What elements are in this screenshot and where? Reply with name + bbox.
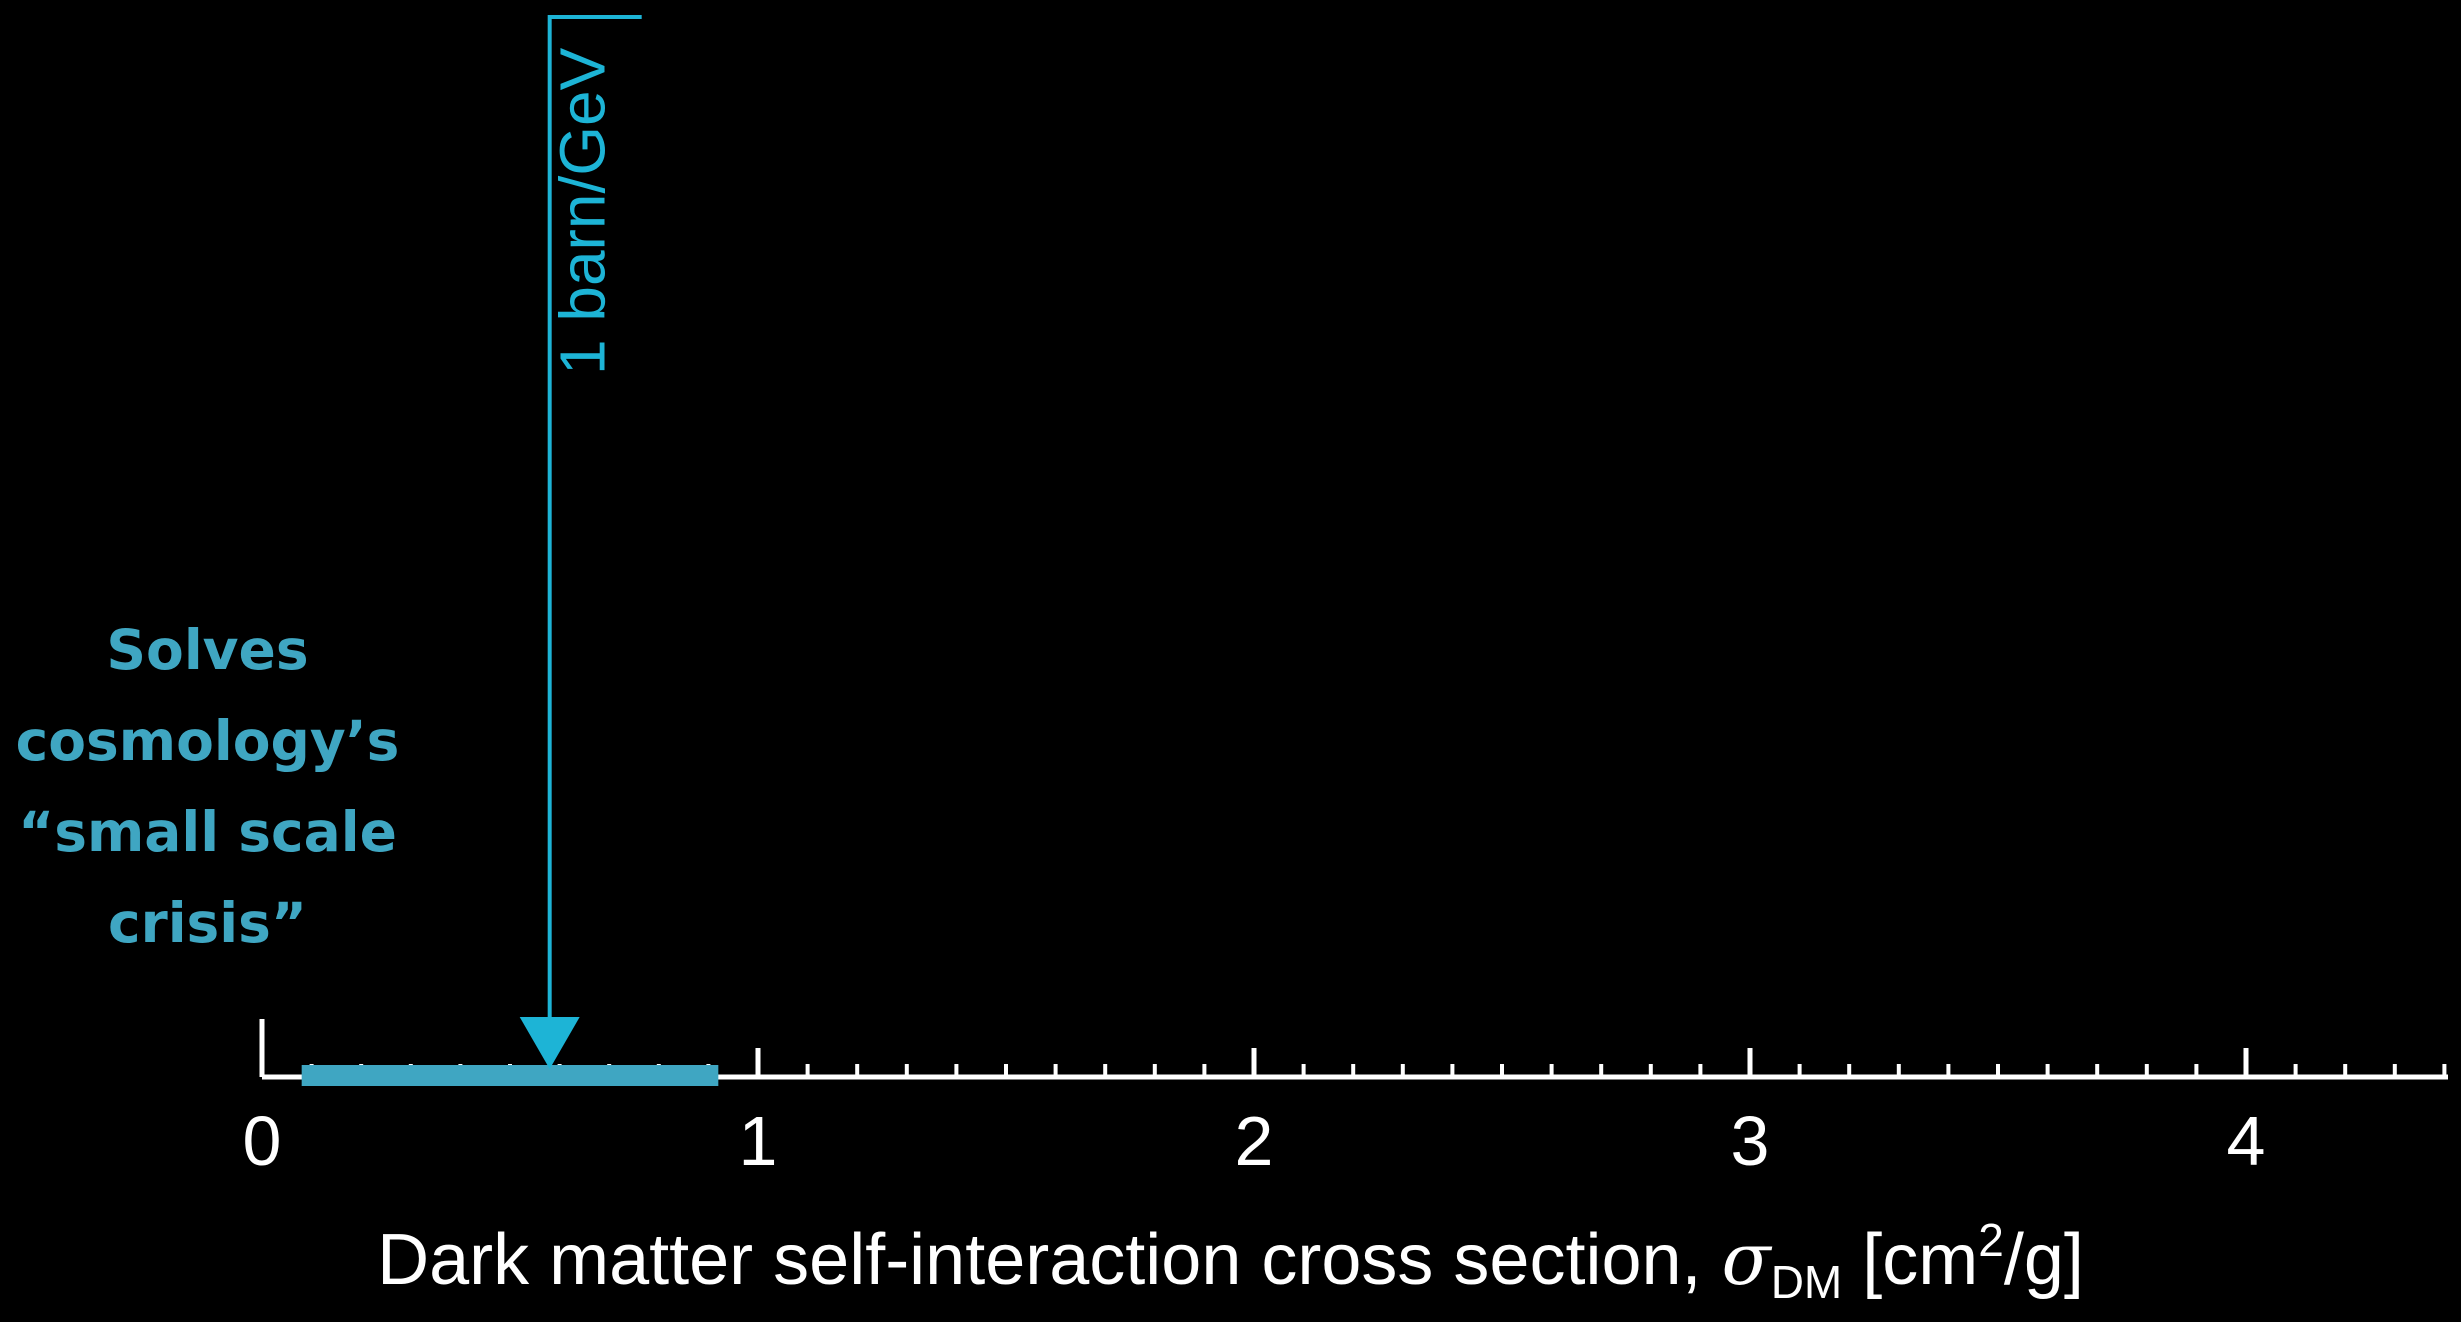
x-axis-label: Dark matter self-interaction cross secti… [0, 1200, 2461, 1322]
range-annotation: Solves cosmology’s “small scale crisis” [0, 605, 415, 969]
sigma-symbol: σ [1721, 1217, 1771, 1301]
x-axis-label-unit-close: /g] [2003, 1220, 2084, 1300]
marker-arrowhead [519, 1017, 580, 1069]
range-annotation-line-4: crisis” [107, 891, 308, 955]
x-tick-label: 4 [2227, 1102, 2266, 1180]
marker-label: 1 barn/GeV [547, 47, 619, 375]
range-band [301, 1065, 719, 1086]
x-axis-label-prefix: Dark matter self-interaction cross secti… [377, 1220, 1722, 1300]
x-tick-label: 2 [1235, 1102, 1274, 1180]
range-annotation-line-3: “small scale [18, 800, 397, 864]
x-tick-label: 1 [739, 1102, 778, 1180]
marker-line [547, 15, 642, 1019]
x-axis-label-unit-open: [cm [1842, 1220, 1979, 1300]
x-tick-label: 0 [243, 1102, 282, 1180]
range-annotation-line-2: cosmology’s [15, 709, 400, 773]
x-axis-label-unit-sup: 2 [1978, 1214, 2004, 1266]
x-tick-label: 3 [1731, 1102, 1770, 1180]
range-annotation-line-1: Solves [106, 618, 309, 682]
x-axis-label-subscript: DM [1770, 1256, 1843, 1308]
